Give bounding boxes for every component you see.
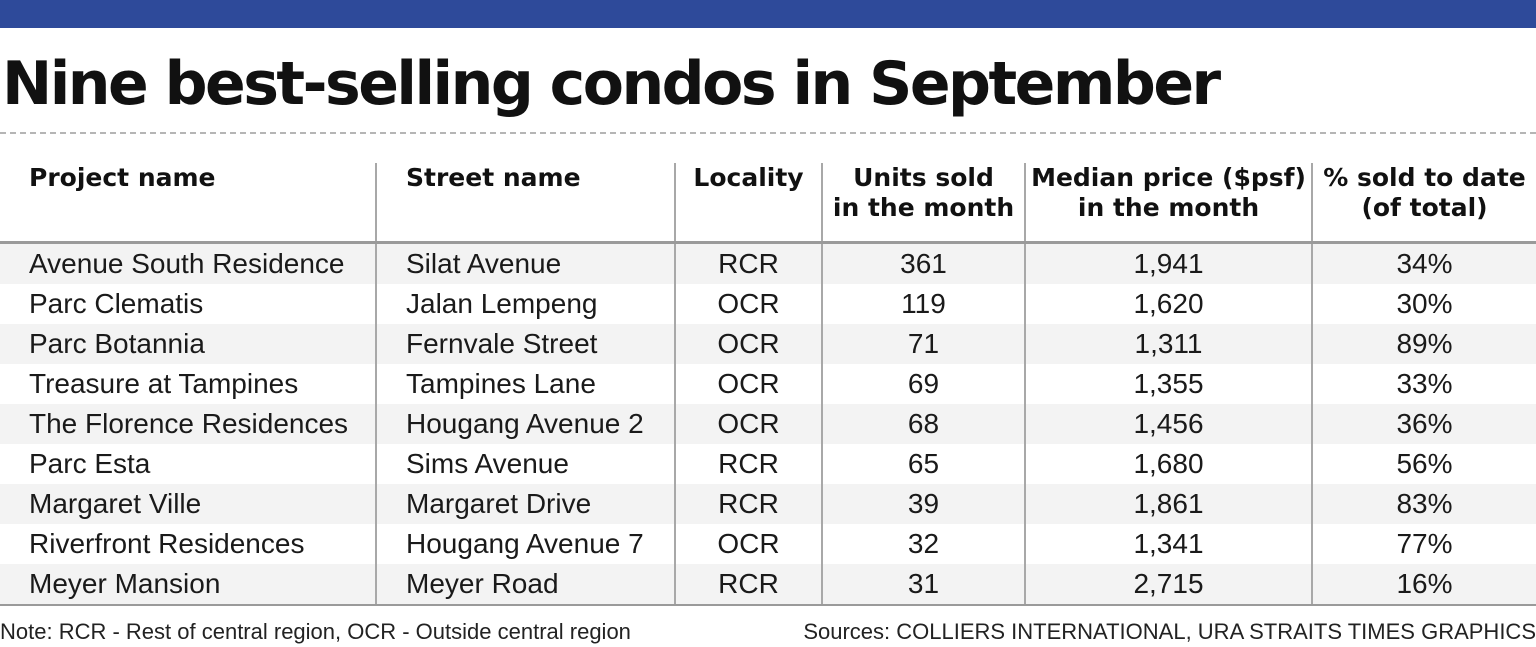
table-row: Parc Clematis Jalan Lempeng OCR 119 1,620 30% <box>0 284 1536 324</box>
header-locality: Locality <box>675 163 823 244</box>
cell-street-name: Hougang Avenue 7 <box>376 524 676 564</box>
header-median-price: Median price ($psf) in the month <box>1025 163 1313 244</box>
header-units-sold: Units sold in the month <box>822 163 1026 244</box>
cell-street-name: Sims Avenue <box>376 444 676 484</box>
cell-percent-sold: 16% <box>1312 564 1536 606</box>
cell-street-name: Silat Avenue <box>376 242 676 284</box>
header-street-name: Street name <box>376 163 676 244</box>
cell-locality: OCR <box>675 404 823 444</box>
cell-street-name: Jalan Lempeng <box>376 284 676 324</box>
top-accent-bar <box>0 0 1536 28</box>
header-project-name: Project name <box>0 163 377 244</box>
cell-median-price: 1,355 <box>1025 364 1313 404</box>
cell-project-name: Meyer Mansion <box>0 564 377 606</box>
cell-percent-sold: 83% <box>1312 484 1536 524</box>
title-divider <box>0 132 1536 134</box>
table-row: Riverfront Residences Hougang Avenue 7 OCR… <box>0 524 1536 564</box>
table-row: Avenue South Residence Silat Avenue RCR 361… <box>0 242 1536 284</box>
cell-percent-sold: 34% <box>1312 242 1536 284</box>
cell-units-sold: 31 <box>822 564 1026 606</box>
table-row: Parc Esta Sims Avenue RCR 65 1,680 56% <box>0 444 1536 484</box>
cell-project-name: Parc Clematis <box>0 284 377 324</box>
header-percent-sold: % sold to date (of total) <box>1312 163 1536 244</box>
cell-units-sold: 69 <box>822 364 1026 404</box>
cell-percent-sold: 30% <box>1312 284 1536 324</box>
cell-median-price: 1,341 <box>1025 524 1313 564</box>
cell-project-name: Parc Esta <box>0 444 377 484</box>
cell-median-price: 1,620 <box>1025 284 1313 324</box>
table-header-row: Project name Street name Locality Units … <box>0 163 1536 244</box>
cell-locality: OCR <box>675 324 823 364</box>
condo-sales-table: Project name Street name Locality Units … <box>0 163 1536 606</box>
table-row: Margaret Ville Margaret Drive RCR 39 1,861 83… <box>0 484 1536 524</box>
cell-locality: OCR <box>675 524 823 564</box>
cell-locality: RCR <box>675 484 823 524</box>
cell-percent-sold: 77% <box>1312 524 1536 564</box>
cell-percent-sold: 89% <box>1312 324 1536 364</box>
cell-locality: RCR <box>675 444 823 484</box>
cell-units-sold: 119 <box>822 284 1026 324</box>
cell-project-name: Treasure at Tampines <box>0 364 377 404</box>
cell-locality: RCR <box>675 242 823 284</box>
page-title: Nine best-selling condos in September <box>2 49 1221 119</box>
cell-street-name: Tampines Lane <box>376 364 676 404</box>
cell-median-price: 1,680 <box>1025 444 1313 484</box>
table-row: Treasure at Tampines Tampines Lane OCR 69 1,… <box>0 364 1536 404</box>
footnote: Note: RCR - Rest of central region, OCR … <box>0 619 631 644</box>
cell-project-name: Margaret Ville <box>0 484 377 524</box>
source-credit: Sources: COLLIERS INTERNATIONAL, URA STR… <box>803 619 1536 644</box>
cell-street-name: Hougang Avenue 2 <box>376 404 676 444</box>
cell-median-price: 1,456 <box>1025 404 1313 444</box>
cell-units-sold: 65 <box>822 444 1026 484</box>
table-row: Meyer Mansion Meyer Road RCR 31 2,715 16% <box>0 564 1536 606</box>
table-row: Parc Botannia Fernvale Street OCR 71 1,311 89… <box>0 324 1536 364</box>
cell-units-sold: 39 <box>822 484 1026 524</box>
cell-locality: RCR <box>675 564 823 606</box>
cell-units-sold: 68 <box>822 404 1026 444</box>
cell-project-name: Avenue South Residence <box>0 242 377 284</box>
cell-percent-sold: 36% <box>1312 404 1536 444</box>
cell-units-sold: 361 <box>822 242 1026 284</box>
cell-median-price: 2,715 <box>1025 564 1313 606</box>
cell-median-price: 1,941 <box>1025 242 1313 284</box>
cell-median-price: 1,861 <box>1025 484 1313 524</box>
cell-street-name: Margaret Drive <box>376 484 676 524</box>
cell-project-name: The Florence Residences <box>0 404 377 444</box>
cell-street-name: Meyer Road <box>376 564 676 606</box>
cell-percent-sold: 33% <box>1312 364 1536 404</box>
cell-percent-sold: 56% <box>1312 444 1536 484</box>
cell-project-name: Riverfront Residences <box>0 524 377 564</box>
cell-street-name: Fernvale Street <box>376 324 676 364</box>
cell-median-price: 1,311 <box>1025 324 1313 364</box>
cell-units-sold: 32 <box>822 524 1026 564</box>
cell-project-name: Parc Botannia <box>0 324 377 364</box>
cell-locality: OCR <box>675 284 823 324</box>
cell-locality: OCR <box>675 364 823 404</box>
cell-units-sold: 71 <box>822 324 1026 364</box>
